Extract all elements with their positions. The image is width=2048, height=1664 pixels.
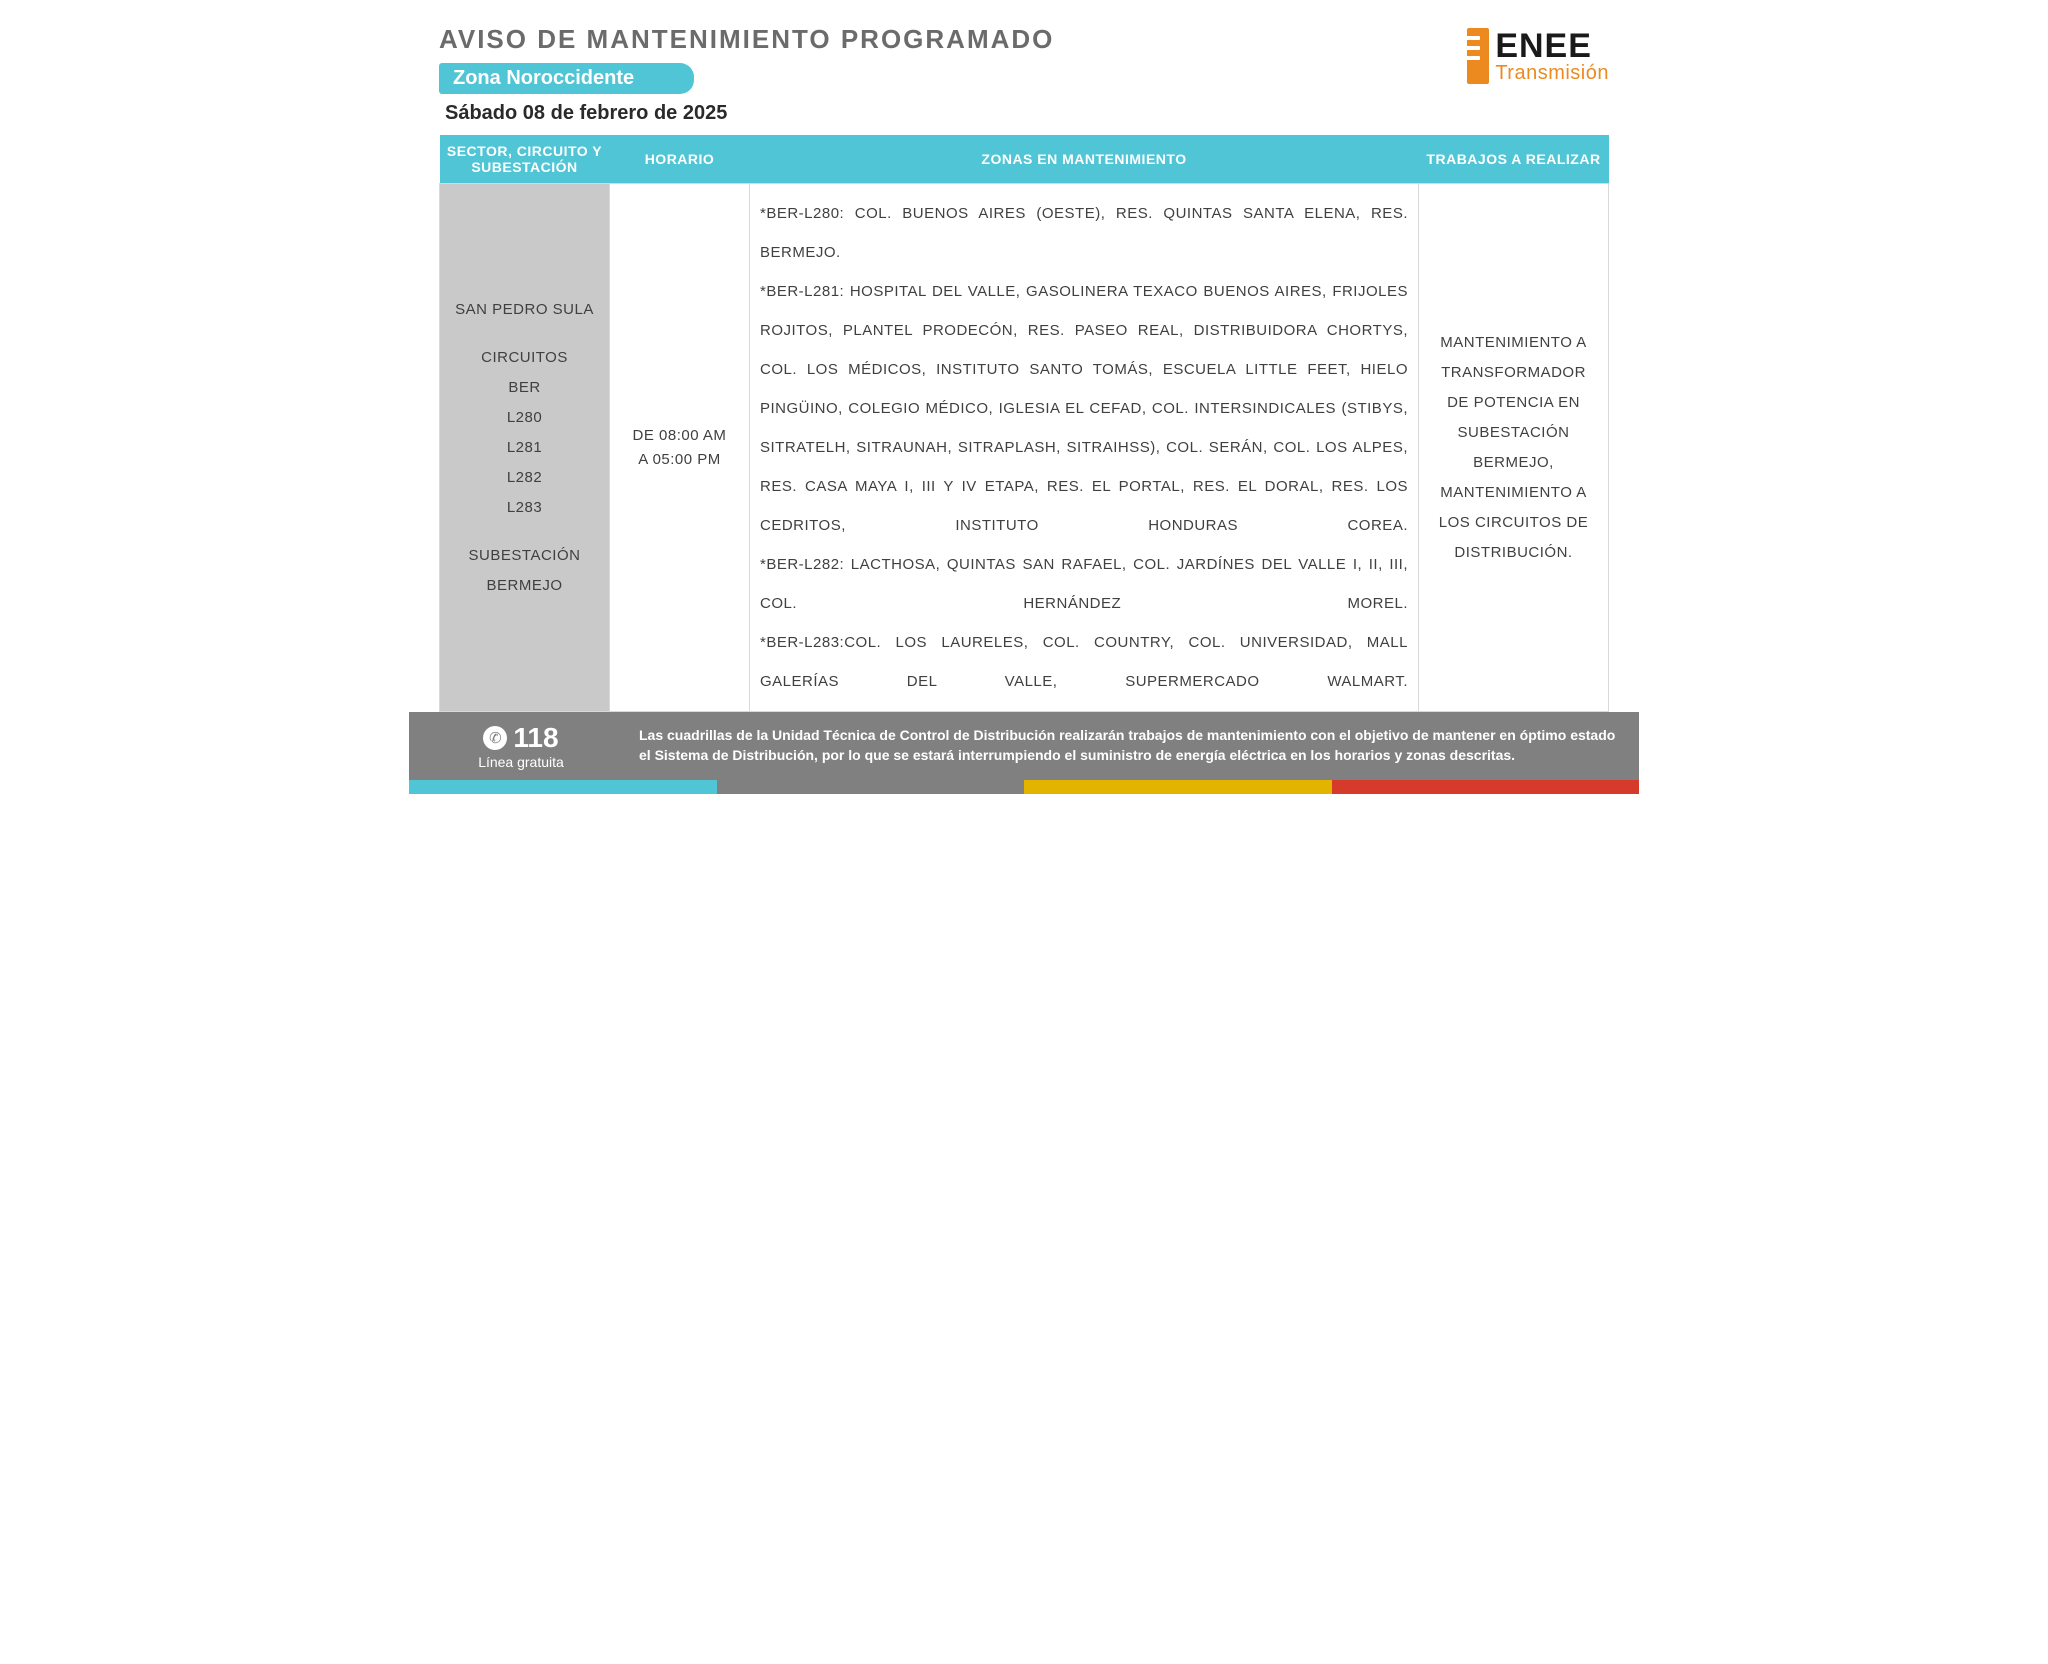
logo-mark-icon (1467, 28, 1489, 84)
hotline-number: 118 (513, 722, 558, 754)
horario-line: A 05:00 PM (620, 448, 739, 472)
table-row: SAN PEDRO SULA CIRCUITOS BER L280 L281 L… (440, 184, 1609, 712)
cell-sector: SAN PEDRO SULA CIRCUITOS BER L280 L281 L… (440, 184, 610, 712)
sector-circuit: L283 (450, 493, 599, 523)
logo-name: ENEE (1495, 29, 1609, 63)
hotline: ✆ 118 Línea gratuita (431, 722, 611, 770)
cell-trabajos: MANTENIMIENTO A TRANSFORMADOR DE POTENCI… (1419, 184, 1609, 712)
logo: ENEE Transmisión (1467, 28, 1609, 84)
footer-text: Las cuadrillas de la Unidad Técnica de C… (639, 726, 1617, 765)
col-trabajos: TRABAJOS A REALIZAR (1419, 135, 1609, 184)
zone-entry: *BER-L281: HOSPITAL DEL VALLE, GASOLINER… (760, 272, 1408, 545)
sector-circuit: L280 (450, 403, 599, 433)
col-horario: HORARIO (610, 135, 750, 184)
sector-circuits-prefix: BER (450, 373, 599, 403)
hotline-label: Línea gratuita (431, 754, 611, 770)
footer: ✆ 118 Línea gratuita Las cuadrillas de l… (409, 712, 1639, 780)
zone-entry: *BER-L283:COL. LOS LAURELES, COL. COUNTR… (760, 623, 1408, 701)
col-sector: SECTOR, CIRCUITO Y SUBESTACIÓN (440, 135, 610, 184)
stripe (1024, 780, 1332, 794)
sector-circuit: L281 (450, 433, 599, 463)
sector-substation: BERMEJO (450, 571, 599, 601)
sector-circuit: L282 (450, 463, 599, 493)
footer-stripes (409, 780, 1639, 794)
phone-icon: ✆ (483, 726, 507, 750)
maintenance-table: SECTOR, CIRCUITO Y SUBESTACIÓN HORARIO Z… (439, 135, 1609, 712)
zone-entry: *BER-L282: LACTHOSA, QUINTAS SAN RAFAEL,… (760, 545, 1408, 623)
horario-line: DE 08:00 AM (620, 424, 739, 448)
stripe (717, 780, 1025, 794)
cell-zonas: *BER-L280: COL. BUENOS AIRES (OESTE), RE… (750, 184, 1419, 712)
cell-horario: DE 08:00 AM A 05:00 PM (610, 184, 750, 712)
stripe (1332, 780, 1640, 794)
sector-city: SAN PEDRO SULA (450, 295, 599, 325)
sector-substation-label: SUBESTACIÓN (450, 541, 599, 571)
col-zonas: ZONAS EN MANTENIMIENTO (750, 135, 1419, 184)
sector-circuits-label: CIRCUITOS (450, 343, 599, 373)
zone-badge: Zona Noroccidente (439, 63, 694, 94)
zone-entry: *BER-L280: COL. BUENOS AIRES (OESTE), RE… (760, 194, 1408, 272)
stripe (409, 780, 717, 794)
page-title: AVISO DE MANTENIMIENTO PROGRAMADO (439, 24, 1467, 55)
date-line: Sábado 08 de febrero de 2025 (445, 102, 1467, 125)
logo-subtitle: Transmisión (1495, 63, 1609, 83)
